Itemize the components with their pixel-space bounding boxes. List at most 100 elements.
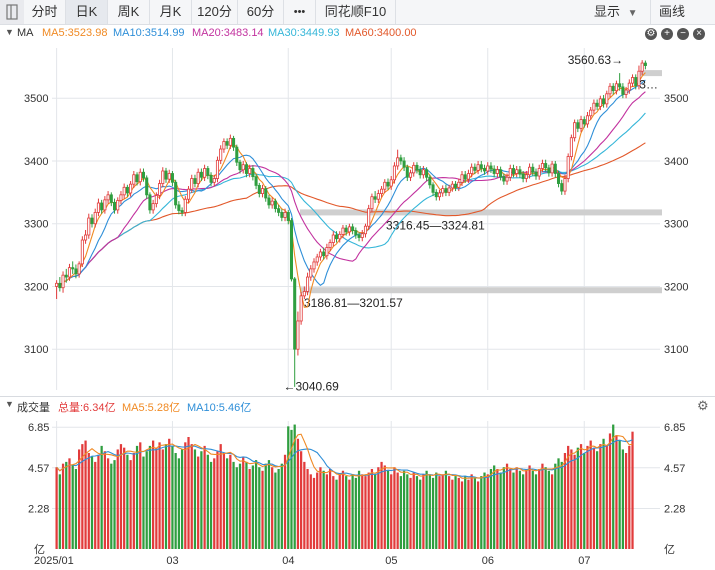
candle-body — [174, 181, 178, 206]
volume-bar — [171, 445, 174, 549]
volume-bar — [496, 469, 499, 549]
candle-body — [154, 195, 158, 205]
candle-body — [299, 295, 303, 322]
volume-bar — [74, 469, 78, 549]
candle-body — [318, 251, 322, 258]
candle-body — [80, 239, 84, 265]
candle-body — [399, 157, 403, 162]
volume-bar — [460, 481, 464, 549]
volume-bar — [158, 442, 161, 549]
collapse-icon[interactable]: ▼ — [5, 27, 14, 37]
volume-bar — [550, 474, 554, 549]
sidebar-toggle-icon[interactable] — [0, 0, 24, 24]
volume-legend-bar: ▼ 成交量 总量:6.34亿 MA5:5.28亿 MA10:5.46亿 ⚙ — [0, 396, 715, 415]
candlestick-chart[interactable]: 3100 3100 3200 3200 3300 3300 3400 3400 3500 3500… — [0, 44, 715, 396]
zoom-out-icon[interactable]: − — [677, 28, 689, 40]
volume-bar — [84, 440, 87, 549]
candle-body — [602, 98, 606, 105]
volume-bar — [396, 472, 399, 549]
volume-bar — [193, 449, 197, 549]
collapse-icon[interactable]: ▼ — [5, 399, 14, 409]
candle-body — [566, 156, 570, 179]
ma60-legend: MA60:3400.00 — [345, 27, 417, 39]
candle-body — [383, 181, 387, 190]
volume-bar — [599, 444, 602, 549]
candle-body — [199, 171, 203, 178]
candle-body — [283, 212, 287, 218]
candle-body — [425, 169, 429, 178]
volume-bar — [174, 453, 177, 549]
candle-body — [402, 160, 406, 168]
volume-bar — [415, 476, 419, 549]
candle-body — [96, 202, 100, 213]
candle-body — [621, 86, 625, 95]
candle-body — [518, 169, 522, 175]
candle-body — [502, 176, 506, 182]
volume-bar — [81, 444, 84, 549]
volume-bar — [576, 447, 579, 549]
tab-monthly-k[interactable]: 月K — [150, 0, 192, 24]
volume-bar — [254, 460, 258, 549]
volume-bar — [419, 479, 422, 549]
candle-body — [280, 212, 284, 218]
y-tick-label-right: 3500 — [664, 93, 688, 105]
tab-weekly-k[interactable]: 周K — [108, 0, 150, 24]
volume-bar — [525, 469, 528, 549]
volume-bar — [100, 445, 103, 549]
volume-bar — [328, 469, 332, 549]
candle-body — [338, 233, 342, 240]
tab-ths-f10[interactable]: 同花顺F10 — [316, 0, 396, 24]
candle-body — [357, 234, 361, 238]
settings-icon[interactable]: ⚙ — [697, 398, 709, 413]
draw-line-button[interactable]: 画线 — [650, 0, 685, 24]
y-tick-label-left: 3400 — [24, 156, 48, 168]
display-dropdown[interactable]: 显示 ▼ — [594, 0, 638, 24]
volume-bar — [293, 424, 296, 549]
support-resistance-label: 3316.45—3324.81 — [386, 218, 485, 232]
x-tick-label: 04 — [282, 555, 294, 567]
candle-body — [505, 176, 509, 182]
volume-bar — [119, 444, 123, 549]
support-resistance-band — [300, 287, 662, 294]
volume-unit-left: 亿 — [34, 543, 45, 556]
support-resistance-label: 3186.81—3201.57 — [304, 296, 403, 310]
support-resistance-band — [300, 209, 662, 216]
x-tick-label: 07 — [578, 555, 590, 567]
candle-body — [212, 178, 216, 183]
candle-body — [421, 169, 425, 176]
tab-more[interactable]: ••• — [284, 0, 316, 24]
candle-body — [186, 188, 191, 200]
volume-bar — [222, 453, 226, 549]
candle-body — [579, 119, 583, 129]
candle-body — [351, 226, 355, 232]
ma20-line — [56, 91, 646, 287]
volume-y-tick-right: 4.57 — [664, 463, 685, 475]
volume-bar — [451, 479, 454, 549]
tab-daily-k[interactable]: 日K — [66, 0, 108, 24]
volume-bar — [467, 479, 470, 549]
candle-body — [540, 163, 544, 169]
volume-bar — [177, 458, 180, 549]
tab-60-min[interactable]: 60分 — [238, 0, 284, 24]
candle-body — [473, 166, 477, 171]
volume-bar — [97, 454, 100, 549]
zoom-in-icon[interactable]: + — [661, 28, 673, 40]
tab-fenshi[interactable]: 分时 — [24, 0, 66, 24]
settings-icon[interactable]: ⚙ — [645, 28, 657, 40]
candle-body — [257, 185, 261, 194]
candle-body — [373, 196, 377, 200]
volume-bar — [592, 447, 596, 549]
volume-bar — [399, 476, 402, 549]
candle-body — [145, 177, 149, 196]
volume-bar — [476, 481, 480, 549]
candle-body — [293, 278, 297, 350]
tab-120-min[interactable]: 120分 — [192, 0, 238, 24]
candle-body — [248, 168, 252, 174]
volume-bar — [586, 445, 589, 549]
close-icon[interactable]: × — [693, 28, 705, 40]
volume-bar — [612, 424, 615, 549]
chevron-down-icon: ▼ — [627, 8, 638, 19]
volume-bar — [184, 442, 187, 549]
volume-bar — [615, 435, 618, 549]
